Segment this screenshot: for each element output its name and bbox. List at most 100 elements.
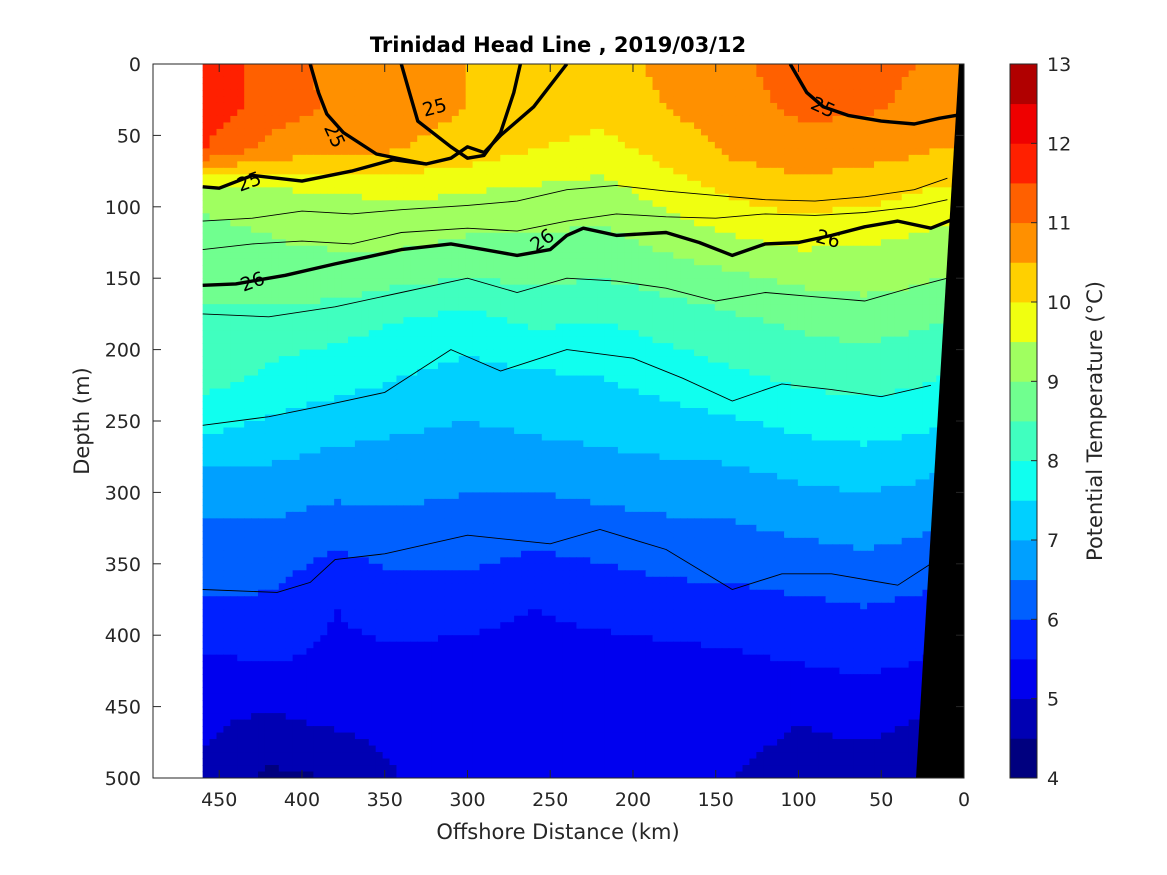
temperature-cell [728, 219, 737, 227]
temperature-cell [437, 330, 446, 338]
temperature-cell [202, 226, 211, 234]
temperature-cell [251, 135, 259, 143]
temperature-cell [382, 109, 391, 117]
temperature-cell [514, 271, 522, 279]
temperature-cell [887, 317, 896, 325]
temperature-cell [354, 284, 363, 292]
temperature-cell [652, 167, 661, 175]
temperature-cell [728, 291, 737, 299]
temperature-cell [735, 284, 744, 292]
temperature-cell [659, 206, 667, 214]
temperature-cell [444, 219, 453, 227]
temperature-cell [846, 252, 854, 260]
temperature-cell [839, 135, 847, 143]
temperature-cell [244, 161, 252, 169]
temperature-cell [880, 226, 889, 234]
temperature-cell [223, 258, 231, 266]
temperature-cell [659, 102, 667, 111]
temperature-cell [707, 76, 716, 85]
temperature-cell [825, 141, 834, 149]
temperature-cell [811, 174, 820, 182]
temperature-cell [375, 83, 384, 91]
temperature-cell [874, 89, 882, 98]
temperature-cell [230, 232, 238, 240]
temperature-cell [804, 122, 813, 130]
temperature-cell [867, 219, 875, 227]
temperature-cell [597, 96, 605, 104]
temperature-cell [784, 304, 792, 312]
temperature-cell [507, 109, 515, 117]
temperature-cell [389, 330, 398, 338]
temperature-cell [431, 206, 439, 214]
temperature-cell [278, 245, 287, 253]
temperature-cell [451, 258, 460, 266]
temperature-cell [403, 265, 411, 273]
temperature-cell [389, 193, 398, 201]
temperature-cell [853, 239, 861, 247]
temperature-cell [742, 154, 751, 162]
temperature-cell [244, 141, 252, 149]
temperature-cell [500, 109, 508, 117]
temperature-cell [666, 161, 674, 169]
temperature-cell [638, 219, 647, 227]
temperature-cell [763, 187, 771, 195]
temperature-cell [424, 356, 432, 364]
temperature-cell [846, 193, 854, 201]
temperature-cell [472, 122, 481, 130]
temperature-cell [334, 70, 342, 78]
temperature-cell [936, 174, 944, 182]
temperature-cell [382, 258, 391, 266]
temperature-cell [285, 154, 294, 162]
temperature-cell [915, 336, 924, 344]
temperature-cell [611, 323, 619, 331]
temperature-cell [285, 128, 294, 136]
temperature-cell [403, 343, 411, 351]
temperature-cell [631, 213, 640, 221]
temperature-cell [576, 193, 584, 201]
temperature-cell [804, 200, 813, 208]
temperature-cell [659, 161, 667, 169]
temperature-cell [611, 284, 619, 292]
temperature-cell [458, 343, 467, 351]
temperature-cell [846, 154, 854, 162]
temperature-cell [825, 226, 834, 234]
temperature-cell [569, 187, 577, 195]
temperature-cell [811, 271, 820, 279]
temperature-cell [486, 330, 494, 338]
temperature-cell [424, 115, 432, 124]
temperature-cell [922, 122, 930, 130]
temperature-cell [258, 336, 266, 344]
temperature-cell [237, 310, 245, 318]
temperature-cell [617, 304, 626, 312]
temperature-cell [756, 161, 764, 169]
temperature-cell [576, 187, 584, 195]
temperature-cell [797, 336, 806, 344]
temperature-cell [666, 232, 674, 240]
temperature-cell [555, 219, 564, 227]
temperature-cell [804, 317, 813, 325]
temperature-cell [867, 271, 875, 279]
temperature-cell [611, 310, 619, 318]
temperature-cell [617, 226, 626, 234]
temperature-cell [223, 356, 231, 364]
temperature-cell [223, 226, 231, 234]
temperature-cell [735, 180, 744, 188]
temperature-cell [797, 278, 806, 286]
temperature-cell [901, 128, 910, 136]
temperature-cell [763, 128, 771, 136]
temperature-cell [396, 284, 404, 292]
temperature-cell [624, 297, 633, 305]
temperature-cell [680, 297, 688, 305]
temperature-cell [874, 161, 882, 169]
temperature-cell [244, 64, 252, 72]
temperature-cell [458, 154, 467, 162]
temperature-cell [742, 336, 751, 344]
temperature-cell [569, 76, 577, 85]
temperature-cell [590, 239, 598, 247]
temperature-cell [645, 310, 654, 318]
temperature-cell [742, 284, 751, 292]
temperature-cell [700, 200, 709, 208]
temperature-cell [576, 135, 584, 143]
temperature-cell [680, 109, 688, 117]
temperature-cell [728, 226, 737, 234]
